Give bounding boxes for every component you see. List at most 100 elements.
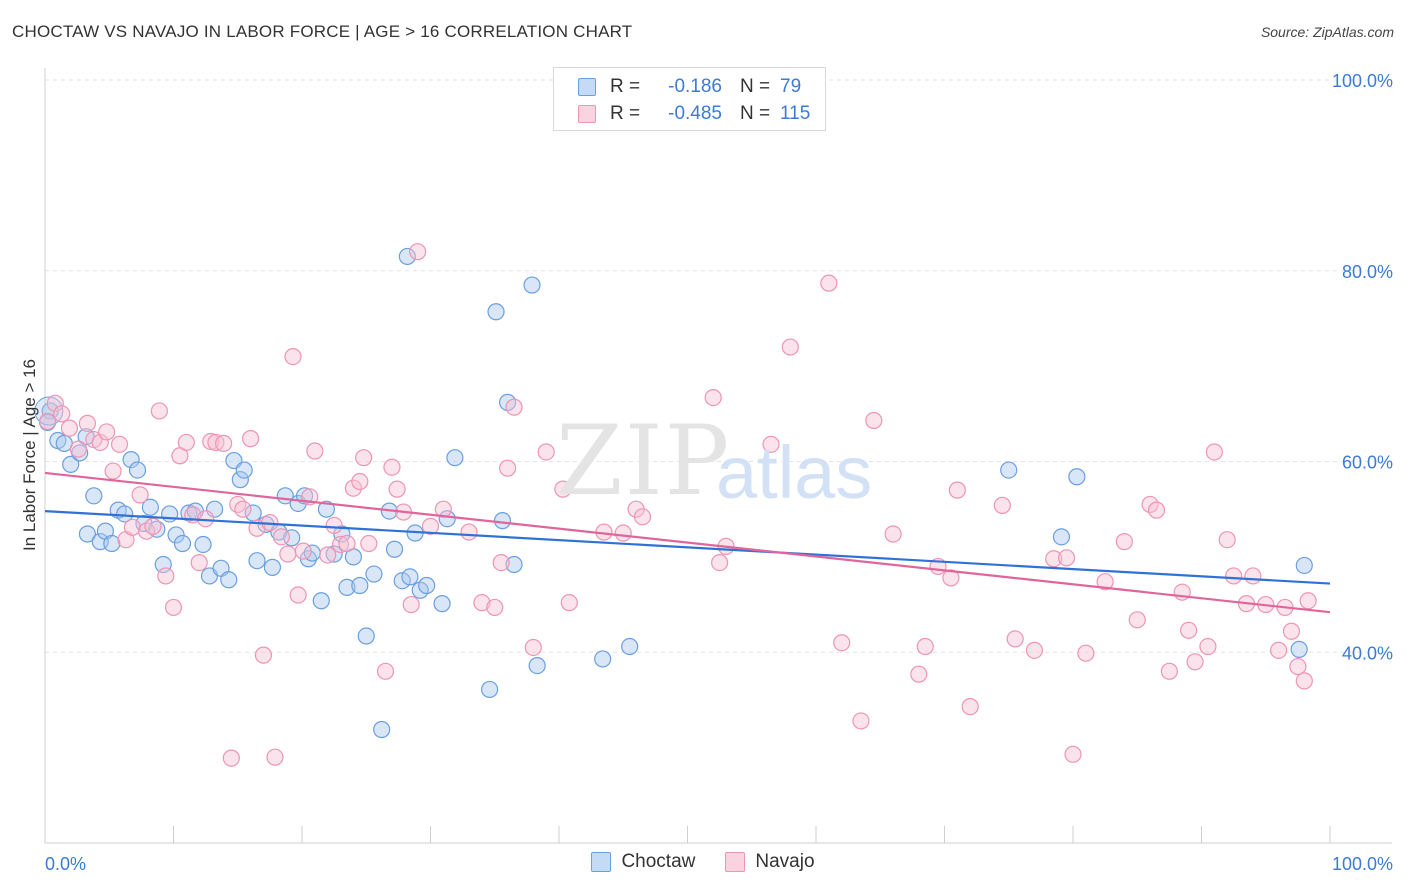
navajo-point (1289, 657, 1307, 676)
navajo-point (289, 586, 307, 604)
navajo-point (473, 594, 491, 612)
navajo-point (123, 518, 141, 536)
choctaw-point (528, 657, 546, 675)
correlation-legend: R = -0.186 N = 79 R = -0.485 N = 115 (553, 67, 826, 131)
choctaw-swatch (578, 78, 596, 96)
navajo-point (306, 442, 324, 460)
navajo-point (104, 462, 122, 480)
navajo-point (1096, 573, 1114, 591)
navajo-point (338, 534, 356, 553)
navajo-point (865, 411, 883, 430)
navajo-point (91, 433, 109, 452)
legend-row-choctaw: R = -0.186 N = 79 (578, 75, 801, 99)
navajo-point (1025, 641, 1044, 659)
navajo-point (1141, 495, 1159, 514)
tick-labels: 40.0% 60.0% 80.0% 100.0% 0.0% 100.0% In Labor … (20, 71, 1393, 874)
choctaw-point (446, 449, 464, 467)
choctaw-cluster-point (34, 396, 64, 426)
choctaw-point (62, 455, 80, 473)
navajo-point (383, 458, 401, 476)
choctaw-point (173, 534, 192, 553)
navajo-point (46, 394, 64, 412)
watermark-atlas: atlas (716, 431, 873, 514)
navajo-point (98, 423, 116, 441)
choctaw-point (398, 247, 416, 266)
choctaw-point (523, 276, 541, 294)
source-label: Source: ZipAtlas.com (1260, 24, 1394, 40)
navajo-point (110, 435, 129, 453)
choctaw-point (122, 450, 140, 469)
navajo-point (1299, 592, 1317, 610)
choctaw-point (78, 525, 97, 543)
navajo-point (222, 749, 240, 767)
x-tick-label-min: 0.0% (45, 854, 86, 874)
navajo-point (492, 553, 510, 572)
navajo-point (1064, 745, 1082, 763)
navajo-point (460, 523, 478, 541)
navajo-point (388, 480, 406, 498)
navajo-point (942, 569, 960, 587)
watermark-zip: ZIP (556, 405, 732, 517)
choctaw-legend-label: Choctaw (621, 851, 696, 872)
navajo-point (266, 748, 284, 766)
y-axis-title: In Labor Force | Age > 16 (20, 359, 39, 551)
navajo-point (60, 419, 79, 437)
navajo-point (234, 500, 252, 518)
choctaw-point (312, 592, 330, 610)
choctaw-point (167, 526, 185, 544)
choctaw-point (401, 568, 419, 586)
navajo-point (961, 698, 979, 716)
navajo-point (1160, 662, 1178, 680)
x-tick-label-max: 100.0% (1332, 854, 1393, 874)
navajo-point (781, 338, 799, 356)
y-tick-label: 100.0% (1332, 71, 1393, 91)
navajo-point (325, 516, 343, 535)
series-legend: Choctaw Navajo (0, 851, 1406, 873)
n-label: N = (740, 103, 771, 124)
navajo-point (1180, 621, 1198, 639)
choctaw-point (194, 535, 212, 554)
navajo-point (1077, 644, 1095, 662)
choctaw-trend-line (44, 509, 1331, 585)
navajo-point (916, 637, 934, 656)
choctaw-legend-swatch (591, 852, 612, 872)
choctaw-point (505, 555, 523, 574)
choctaw-point (235, 461, 253, 479)
choctaw-point (1000, 461, 1018, 479)
y-tick-label: 40.0% (1342, 643, 1393, 663)
choctaw-point (487, 303, 505, 321)
navajo-point (360, 534, 378, 553)
navajo-point (53, 405, 71, 423)
navajo-point (294, 542, 312, 560)
navajo-point (355, 449, 373, 467)
navajo-point (1057, 549, 1076, 567)
navajo-point (131, 486, 149, 504)
navajo-point (1244, 567, 1262, 585)
choctaw-point (128, 461, 147, 479)
navajo-point (272, 528, 291, 546)
choctaw-point (116, 505, 134, 523)
navajo-points (38, 243, 1317, 767)
choctaw-point (357, 627, 375, 645)
choctaw-point (85, 487, 103, 505)
navajo-point (499, 459, 517, 477)
navajo-swatch (578, 105, 596, 123)
choctaw-points (34, 247, 1313, 739)
navajo-point (614, 524, 632, 542)
navajo-point (177, 433, 195, 452)
choctaw-point (1295, 556, 1313, 575)
navajo-trend-line (44, 471, 1331, 614)
choctaw-point (103, 534, 121, 553)
y-tick-label: 80.0% (1342, 262, 1393, 282)
choctaw-point (493, 512, 512, 530)
legend-item-choctaw: Choctaw (591, 851, 695, 873)
trend-lines (44, 471, 1331, 614)
navajo-point (351, 472, 369, 491)
choctaw-point (1068, 468, 1086, 486)
navajo-point (910, 665, 928, 683)
navajo-point (762, 435, 780, 453)
choctaw-point (1290, 640, 1308, 658)
navajo-point (344, 479, 362, 497)
navajo-point (1205, 443, 1223, 461)
choctaw-point (161, 505, 179, 523)
